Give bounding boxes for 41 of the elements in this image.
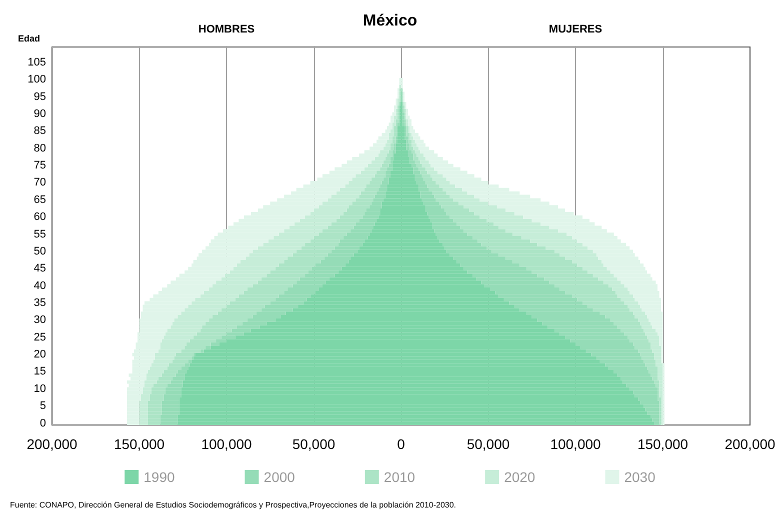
- y-tick-label: 85: [34, 125, 46, 138]
- x-tick-label: 200,000: [26, 436, 78, 452]
- y-tick-label: 55: [34, 228, 46, 240]
- x-tick-label: 150,000: [637, 436, 688, 452]
- y-tick-label: 105: [28, 56, 46, 68]
- legend-label: 2020: [504, 469, 536, 485]
- y-tick-label: 45: [34, 262, 46, 275]
- y-tick-label: 95: [34, 90, 46, 103]
- y-tick-label: 15: [34, 366, 46, 378]
- text: MUJERES: [548, 24, 602, 36]
- y-tick-label: 100: [28, 74, 46, 86]
- y-tick-label: 0: [40, 417, 46, 430]
- x-tick-label: 50,000: [466, 436, 510, 452]
- y-tick-label: 75: [34, 160, 46, 172]
- chart-title: México: [362, 12, 418, 30]
- x-tick-label: 100,000: [550, 436, 602, 452]
- y-tick-label: 80: [34, 142, 46, 154]
- x-tick-label: 200,000: [724, 436, 776, 452]
- y-tick-label: 50: [34, 245, 46, 258]
- y-tick-label: 25: [34, 331, 46, 344]
- y-tick-label: 60: [34, 211, 46, 224]
- source-note: Fuente: CONAPO, Dirección General de Estudios Sociodemográficos y Prospectiva,Proyecciones de la población 2010-2030.: [10, 500, 456, 510]
- y-tick-label: 90: [34, 108, 46, 120]
- legend-label: 2030: [624, 469, 656, 485]
- y-tick-label: 30: [34, 314, 46, 326]
- y-tick-label: 65: [34, 194, 46, 206]
- legend-label: 2010: [384, 469, 416, 485]
- x-tick-label: 50,000: [292, 436, 336, 452]
- x-tick-label: 0: [397, 436, 406, 452]
- y-axis-title: Edad: [18, 34, 40, 44]
- y-tick-label: 10: [34, 382, 46, 395]
- y-tick-label: 35: [34, 297, 46, 310]
- y-tick-label: 5: [40, 400, 46, 412]
- text: HOMBRES: [198, 24, 255, 36]
- legend-label: 1990: [144, 469, 175, 485]
- legend-label: 2000: [264, 469, 296, 485]
- y-tick-label: 40: [34, 280, 46, 292]
- x-tick-label: 150,000: [114, 436, 165, 452]
- y-tick-label: 20: [34, 348, 46, 361]
- x-tick-label: 100,000: [201, 436, 252, 452]
- y-tick-label: 70: [34, 176, 46, 189]
